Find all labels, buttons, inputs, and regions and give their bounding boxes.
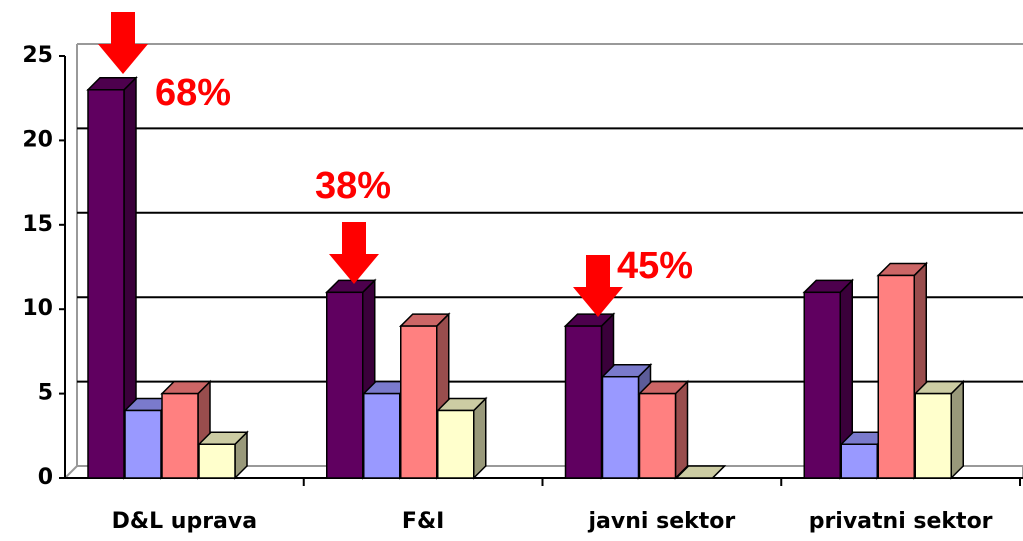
bar-top <box>674 465 727 479</box>
bar-front <box>840 443 878 479</box>
bar <box>86 75 138 480</box>
bar-front <box>198 443 236 479</box>
annotation: 38% <box>315 165 391 207</box>
bar-front <box>124 409 162 479</box>
bar <box>802 278 855 480</box>
annotation: 45% <box>617 245 693 287</box>
bar-front <box>564 325 603 479</box>
annotation: 68% <box>155 72 231 114</box>
bar-front <box>638 392 677 479</box>
bar-front <box>326 291 364 479</box>
y-tick-label: 25 <box>22 43 53 68</box>
y-tick-label: 0 <box>38 465 53 490</box>
arrow <box>573 255 623 317</box>
bar <box>674 465 727 479</box>
y-tick-label: 20 <box>22 127 53 152</box>
bar-side <box>473 396 487 480</box>
arrow <box>98 12 148 74</box>
bar-front <box>877 274 915 479</box>
arrow <box>329 222 379 284</box>
bar-front <box>914 392 952 479</box>
bar-front <box>400 325 438 479</box>
bar-front <box>437 409 475 479</box>
bar-side <box>950 379 964 480</box>
x-tick-label: privatni sektor <box>809 509 993 534</box>
bar <box>913 379 966 480</box>
y-tick-label: 10 <box>22 296 53 321</box>
x-tick-label: javni sektor <box>588 509 736 534</box>
bar <box>435 396 488 480</box>
y-tick-label: 15 <box>22 212 53 237</box>
bar-side <box>674 379 689 480</box>
bar-front <box>161 392 199 479</box>
x-tick-label: F&I <box>402 509 444 534</box>
y-tick-label: 5 <box>38 381 53 406</box>
x-tick-label: D&L uprava <box>112 509 257 534</box>
bar-front <box>601 375 640 479</box>
bar-front <box>87 89 125 479</box>
bar <box>197 430 249 480</box>
bar-front <box>803 291 841 479</box>
bar <box>637 379 690 480</box>
bar-front <box>363 392 401 479</box>
